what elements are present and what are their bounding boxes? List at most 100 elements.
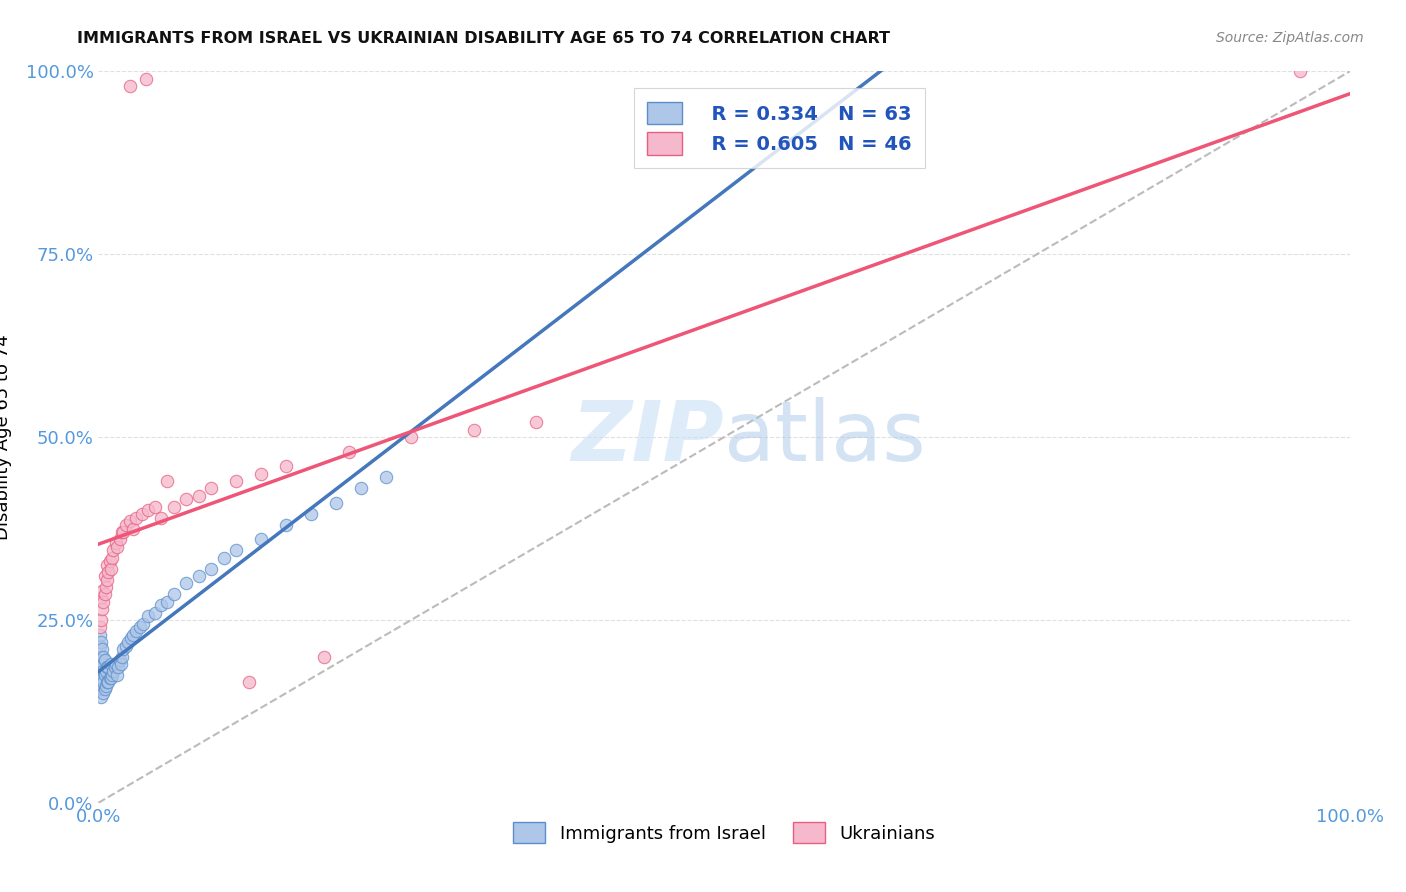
Point <box>100 657 122 671</box>
Point <box>187 489 209 503</box>
Point <box>187 569 209 583</box>
Point <box>132 616 155 631</box>
Point <box>156 594 179 608</box>
Point <box>150 510 173 524</box>
Point <box>96 660 118 674</box>
Point <box>131 507 153 521</box>
Text: ZIP: ZIP <box>571 397 724 477</box>
Point <box>90 649 112 664</box>
Point <box>135 71 157 86</box>
Point <box>91 682 114 697</box>
Point <box>89 653 111 667</box>
Point <box>103 664 125 678</box>
Text: atlas: atlas <box>724 397 925 477</box>
Point <box>93 569 115 583</box>
Point <box>90 591 112 605</box>
Point <box>93 653 115 667</box>
Point <box>90 660 112 674</box>
Point <box>112 525 135 540</box>
Point <box>112 642 135 657</box>
Y-axis label: Disability Age 65 to 74: Disability Age 65 to 74 <box>0 334 11 540</box>
Point <box>250 533 273 547</box>
Point <box>96 558 118 573</box>
Point <box>143 500 166 514</box>
Point <box>89 667 111 681</box>
Point <box>212 550 235 565</box>
Point <box>125 624 148 638</box>
Point <box>174 576 197 591</box>
Point <box>463 423 485 437</box>
Point <box>117 635 139 649</box>
Point <box>94 664 117 678</box>
Point <box>89 627 111 641</box>
Point <box>91 583 114 598</box>
Point <box>299 507 322 521</box>
Point <box>97 566 120 580</box>
Point <box>96 675 118 690</box>
Point <box>225 474 247 488</box>
Point <box>93 686 115 700</box>
Point <box>375 470 398 484</box>
Point <box>118 78 141 93</box>
Point <box>90 690 112 704</box>
Point <box>97 660 120 674</box>
Point <box>93 675 115 690</box>
Point <box>104 660 127 674</box>
Point <box>274 517 298 532</box>
Point <box>250 467 273 481</box>
Point <box>93 667 115 681</box>
Point <box>96 573 118 587</box>
Point <box>120 632 142 646</box>
Text: Source: ZipAtlas.com: Source: ZipAtlas.com <box>1216 31 1364 45</box>
Point <box>105 540 128 554</box>
Point <box>91 602 114 616</box>
Point <box>174 492 197 507</box>
Point <box>93 682 115 697</box>
Point <box>162 500 184 514</box>
Point <box>337 444 360 458</box>
Point <box>98 672 121 686</box>
Point <box>91 657 114 671</box>
Point <box>350 481 373 495</box>
Point <box>105 667 128 681</box>
Point <box>138 609 160 624</box>
Point <box>108 653 131 667</box>
Point <box>91 672 114 686</box>
Point <box>125 510 148 524</box>
Point <box>156 474 179 488</box>
Point <box>122 521 145 535</box>
Point <box>225 543 247 558</box>
Point <box>122 627 145 641</box>
Point <box>104 657 127 671</box>
Point <box>94 679 117 693</box>
Point <box>103 543 125 558</box>
Point <box>93 649 115 664</box>
Point <box>89 639 111 653</box>
Point <box>101 550 124 565</box>
Point <box>93 594 115 608</box>
Point <box>111 525 134 540</box>
Point <box>93 664 115 678</box>
Point <box>524 416 547 430</box>
Point <box>128 620 150 634</box>
Point <box>104 536 127 550</box>
Point <box>200 481 222 495</box>
Point <box>312 649 335 664</box>
Point <box>143 606 166 620</box>
Point <box>91 642 114 657</box>
Point <box>89 620 111 634</box>
Text: IMMIGRANTS FROM ISRAEL VS UKRAINIAN DISABILITY AGE 65 TO 74 CORRELATION CHART: IMMIGRANTS FROM ISRAEL VS UKRAINIAN DISA… <box>77 31 890 46</box>
Point <box>401 430 423 444</box>
Point <box>274 459 298 474</box>
Point <box>90 675 112 690</box>
Point <box>100 672 122 686</box>
Point <box>101 667 124 681</box>
Point <box>162 587 184 601</box>
Point <box>97 675 120 690</box>
Point <box>107 660 129 674</box>
Point <box>118 514 141 528</box>
Point <box>200 562 222 576</box>
Point <box>150 599 173 613</box>
Point <box>98 554 121 568</box>
Point <box>1288 64 1310 78</box>
